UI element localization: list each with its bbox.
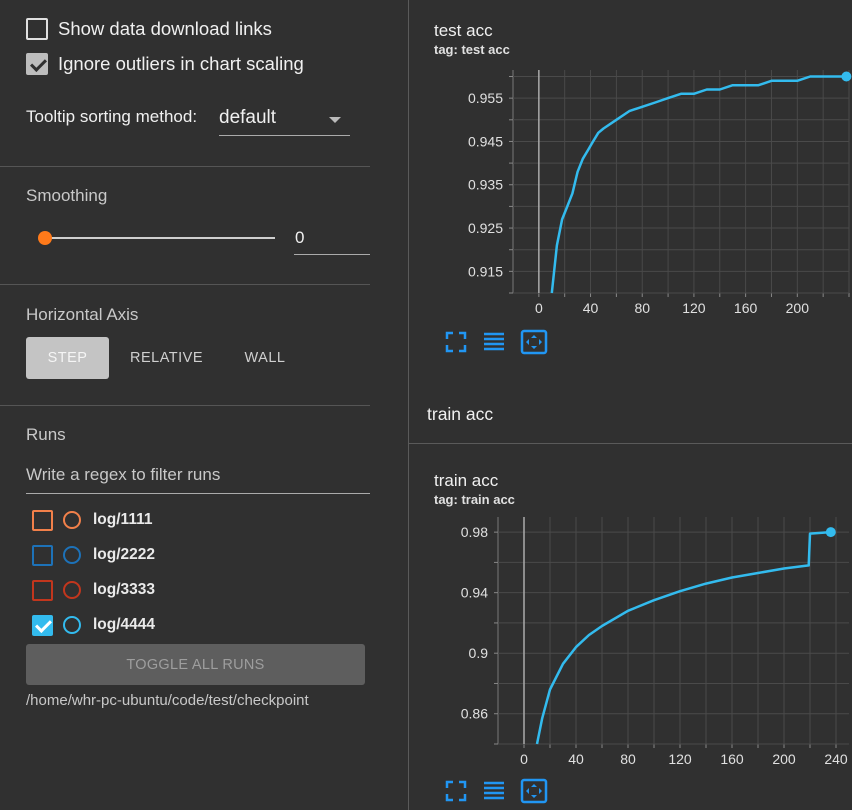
chart-tag: tag: train acc (434, 492, 515, 507)
x-tick-label: 200 (786, 300, 810, 316)
fullscreen-icon[interactable] (444, 779, 468, 803)
train-acc-card: train acc tag: train acc 0 40 80 120 160 200 2… (408, 443, 852, 810)
x-tick-label: 80 (634, 300, 650, 316)
options-section: Show data download links Ignore outliers… (0, 0, 370, 167)
axis-step-button[interactable]: STEP (26, 337, 109, 379)
x-tick-label: 80 (620, 751, 636, 767)
test-acc-card: test acc tag: test acc 0 40 80 120 160 200 0.9… (408, 0, 852, 387)
run-item[interactable]: log/3333 (32, 579, 155, 601)
toggle-all-runs-button[interactable]: TOGGLE ALL RUNS (26, 644, 365, 685)
x-tick-label: 0 (520, 751, 528, 767)
x-tick-label: 200 (772, 751, 796, 767)
sidebar: Show data download links Ignore outliers… (0, 0, 397, 810)
run-checkbox[interactable] (32, 579, 53, 601)
run-item[interactable]: log/1111 (32, 509, 152, 531)
show-download-links-checkbox[interactable]: Show data download links (26, 17, 272, 41)
dropdown-caret-icon[interactable] (329, 117, 341, 123)
toggle-log-scale-icon[interactable] (482, 779, 506, 803)
smoothing-slider-track[interactable] (45, 237, 275, 239)
log-directory-path: /home/whr-pc-ubuntu/code/test/checkpoint (26, 692, 309, 709)
run-checkbox[interactable] (32, 544, 53, 566)
toggle-log-scale-icon[interactable] (482, 330, 506, 354)
horizontal-axis-section (0, 285, 370, 406)
train-acc-group-header[interactable]: train acc (408, 386, 852, 443)
axis-wall-button[interactable]: WALL (244, 350, 286, 366)
run-item[interactable]: log/2222 (32, 544, 155, 566)
chart-title: test acc (434, 21, 493, 40)
series-line (550, 75, 847, 294)
x-tick-label: 120 (682, 300, 706, 316)
ignore-outliers-checkbox[interactable]: Ignore outliers in chart scaling (26, 52, 304, 76)
tooltip-sorting-label: Tooltip sorting method: (26, 107, 197, 127)
y-tick-label: 0.9 (469, 645, 489, 661)
run-label: log/4444 (93, 616, 156, 633)
y-tick-label: 0.94 (461, 585, 488, 601)
show-download-links-label: Show data download links (58, 18, 272, 39)
fit-domain-icon[interactable] (520, 328, 548, 356)
runs-title: Runs (26, 425, 66, 444)
run-color-circle-icon (63, 546, 81, 564)
run-item[interactable]: log/4444 (32, 614, 155, 636)
run-color-circle-icon (63, 511, 81, 529)
run-color-circle-icon (63, 581, 81, 599)
test-acc-chart[interactable]: 0 40 80 120 160 200 0.915 0.925 0.935 0.945 0.955 (409, 64, 852, 324)
checkbox-icon[interactable] (26, 18, 48, 40)
tooltip-sorting-text: Tooltip sorting method: (26, 107, 198, 126)
tooltip-sorting-select[interactable]: default (219, 104, 350, 136)
ignore-outliers-label: Ignore outliers in chart scaling (58, 53, 304, 74)
smoothing-section (0, 167, 370, 285)
fullscreen-icon[interactable] (444, 330, 468, 354)
run-label: log/2222 (93, 546, 156, 563)
x-tick-label: 160 (734, 300, 758, 316)
horizontal-axis-title: Horizontal Axis (26, 305, 139, 324)
last-point-marker (825, 527, 836, 538)
chart-title: train acc (434, 471, 499, 490)
x-tick-label: 160 (720, 751, 744, 767)
run-checkbox[interactable] (32, 509, 53, 531)
x-tick-label: 120 (668, 751, 692, 767)
run-label: log/1111 (93, 511, 153, 528)
run-label: log/3333 (93, 581, 156, 598)
train-acc-chart[interactable]: 0 40 80 120 160 200 240 0.86 0.9 0.94 0.98 (409, 514, 852, 774)
y-tick-label: 0.98 (461, 524, 488, 540)
chart-tag: tag: test acc (434, 42, 510, 57)
x-tick-label: 40 (583, 300, 599, 316)
checkbox-checked-icon[interactable] (26, 53, 48, 75)
axis-relative-button[interactable]: RELATIVE (129, 350, 204, 366)
smoothing-slider-thumb[interactable] (38, 231, 52, 245)
y-tick-label: 0.925 (468, 220, 503, 236)
runs-filter-input[interactable]: Write a regex to filter runs (26, 462, 370, 494)
run-checkbox[interactable] (32, 614, 53, 636)
tooltip-sorting-value: default (219, 107, 277, 128)
smoothing-input[interactable]: 0 (294, 226, 370, 255)
group-title: train acc (427, 404, 494, 424)
smoothing-title: Smoothing (26, 186, 108, 205)
x-tick-label: 240 (824, 751, 848, 767)
y-tick-label: 0.955 (468, 90, 503, 106)
y-tick-label: 0.935 (468, 177, 503, 193)
fit-domain-icon[interactable] (520, 777, 548, 805)
y-tick-label: 0.86 (461, 706, 488, 722)
last-point-marker (841, 71, 852, 82)
x-tick-label: 40 (568, 751, 584, 767)
series-line (535, 530, 831, 745)
y-tick-label: 0.945 (468, 133, 503, 149)
run-color-circle-icon (63, 616, 81, 634)
x-tick-label: 0 (535, 300, 543, 316)
y-tick-label: 0.915 (468, 263, 503, 279)
